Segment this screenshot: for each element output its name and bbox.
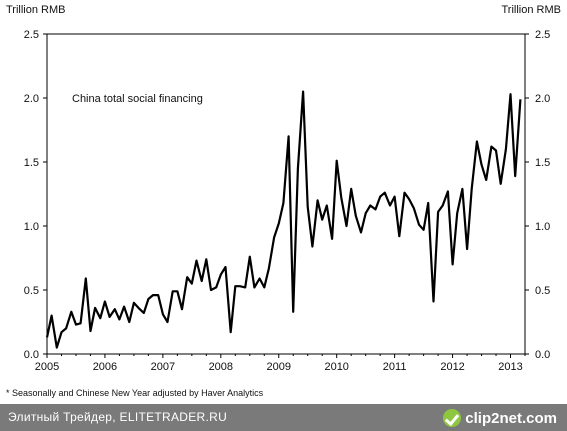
y-tick-label-right: 0.0 [535, 349, 550, 361]
right-axis-unit-label: Trillion RMB [501, 4, 562, 16]
series-line-total-social-financing [45, 90, 522, 349]
clip2net-logo[interactable]: clip2net.com [443, 407, 557, 429]
x-tick-label: 2010 [324, 361, 348, 373]
footnote: * Seasonally and Chinese New Year adjust… [6, 388, 264, 398]
y-tick-label-left: 0.0 [24, 349, 39, 361]
y-tick-label-right: 2.5 [535, 29, 550, 41]
y-tick-label-left: 1.5 [24, 157, 39, 169]
x-tick-label: 2013 [498, 361, 522, 373]
y-tick-label-right: 1.0 [535, 221, 550, 233]
y-tick-label-left: 2.5 [24, 29, 39, 41]
y-tick-label-right: 1.5 [535, 157, 550, 169]
y-tick-label-left: 0.5 [24, 285, 39, 297]
x-tick-label: 2008 [209, 361, 233, 373]
x-tick-label: 2009 [267, 361, 291, 373]
chart-annotation: China total social financing [72, 93, 203, 105]
x-tick-label: 2007 [151, 361, 175, 373]
footer-bar: Элитный Трейдер, ELITETRADER.RU clip2net… [0, 404, 567, 431]
y-tick-label-right: 2.0 [535, 93, 550, 105]
plot-frame [46, 33, 526, 355]
logo-text: clip2net.com [465, 409, 557, 427]
y-tick-label-right: 0.5 [535, 285, 550, 297]
line-chart: 0.0 0.0 0.5 0.5 1.0 1.0 1.5 1.5 2.0 2.0 2.5 2.5 2005… [24, 29, 551, 373]
footer-site-text: Элитный Трейдер, ELITETRADER.RU [8, 410, 228, 424]
x-tick-label: 2012 [440, 361, 464, 373]
x-tick-label: 2005 [35, 361, 59, 373]
y-tick-label-left: 2.0 [24, 93, 39, 105]
x-tick-label: 2011 [383, 361, 407, 373]
y-tick-label-left: 1.0 [24, 221, 39, 233]
x-tick-label: 2006 [93, 361, 117, 373]
left-axis-unit-label: Trillion RMB [6, 4, 66, 16]
checkmark-icon [443, 409, 462, 427]
